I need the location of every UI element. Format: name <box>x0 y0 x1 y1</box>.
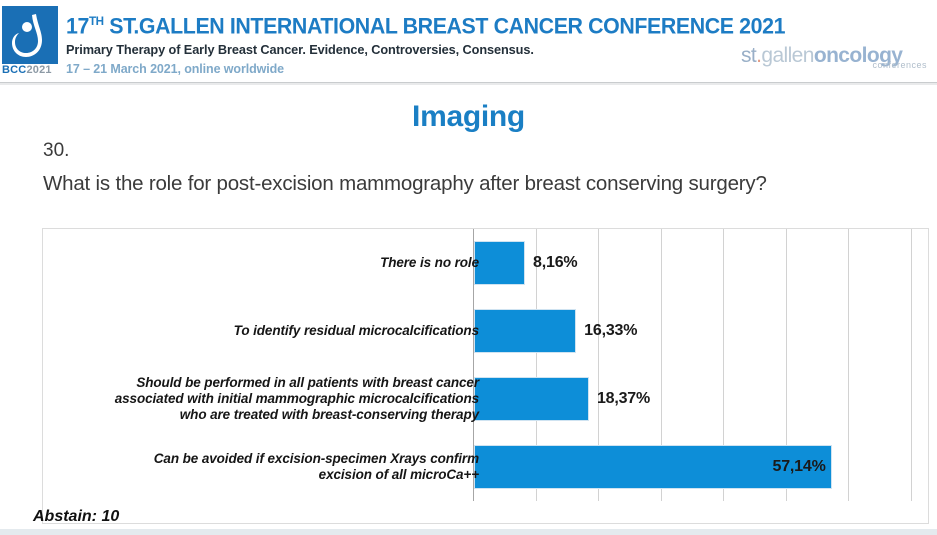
question-text: What is the role for post-excision mammo… <box>43 172 767 195</box>
footer-strip <box>0 529 937 535</box>
bcc-logo-caption-year: 2021 <box>26 64 52 76</box>
chart-category-label-line: Can be avoided if excision-specimen Xray… <box>153 451 479 466</box>
chart-category-label: Should be performed in all patients with… <box>59 375 479 423</box>
bcc-droplet-icon <box>2 6 58 64</box>
bcc-logo-caption: BCC2021 <box>2 64 58 76</box>
chart-bar-value-label: 18,37% <box>596 390 651 407</box>
chart-category-label: To identify residual microcalcifications <box>59 323 479 339</box>
bcc-conference-logo: BCC2021 <box>2 6 58 80</box>
chart-bars: 8,16% 16,33% 18,37% 57,14% <box>473 229 911 501</box>
conference-title-number: 17 <box>66 13 89 39</box>
chart-gridline <box>848 229 850 501</box>
chart-plot-area: 8,16% 16,33% 18,37% 57,14% <box>473 229 912 501</box>
page-title: Imaging <box>412 100 525 133</box>
chart-bar <box>474 445 832 489</box>
chart-y-axis <box>473 229 474 501</box>
conference-subtitle: Primary Therapy of Early Breast Cancer. … <box>66 42 534 58</box>
chart-gridline <box>911 229 912 501</box>
sgo-logo-wordmark: st.gallenoncology <box>741 44 903 68</box>
chart-category-label-line: To identify residual microcalcifications <box>233 323 479 338</box>
chart-gridline <box>785 229 787 501</box>
bcc-logo-caption-bold: BCC <box>2 64 27 76</box>
chart-gridline <box>660 229 662 501</box>
sgo-logo-st: st <box>741 44 757 67</box>
header-title-group: 17TH ST.GALLEN INTERNATIONAL BREAST CANC… <box>66 8 807 77</box>
header-divider <box>0 82 937 85</box>
sgo-logo-oncology: oncology <box>813 44 903 67</box>
chart-bar-row: 18,37% <box>473 377 911 421</box>
chart-bar-row: 57,14% <box>473 445 911 489</box>
sgo-logo-dot: . <box>756 44 762 67</box>
chart-gridline <box>723 229 725 501</box>
chart-category-label-line: associated with initial mammographic mic… <box>114 391 479 406</box>
question-number: 30. <box>43 140 70 161</box>
chart-category-label-line: who are treated with breast-conserving t… <box>179 407 479 422</box>
conference-title-ordinal: TH <box>88 14 104 28</box>
conference-title: 17TH ST.GALLEN INTERNATIONAL BREAST CANC… <box>66 8 785 39</box>
chart-bar <box>474 241 526 285</box>
conference-dates: 17 – 21 March 2021, online worldwide <box>66 62 285 77</box>
chart-gridline <box>535 229 537 501</box>
chart-bar-row: 8,16% <box>473 241 911 285</box>
chart-category-label-line: Should be performed in all patients with… <box>136 375 479 390</box>
sgo-logo-gallen: gallen <box>761 44 814 67</box>
st-gallen-oncology-logo: st.gallenoncology conferences <box>741 44 931 78</box>
chart-category-label: There is no role <box>59 255 479 271</box>
conference-title-rest: ST.GALLEN INTERNATIONAL BREAST CANCER CO… <box>103 13 786 39</box>
chart-bar-value-label: 57,14% <box>772 458 826 475</box>
chart-bar <box>474 377 589 421</box>
chart-category-label-line: There is no role <box>380 255 479 270</box>
chart-bar-value-label: 16,33% <box>584 322 638 339</box>
chart-category-label-line: excision of all microCa++ <box>318 467 479 482</box>
chart-bar-value-label: 8,16% <box>533 254 578 271</box>
chart-gridline <box>598 229 600 501</box>
chart-category-label: Can be avoided if excision-specimen Xray… <box>59 451 479 483</box>
chart-bar <box>474 309 577 353</box>
sgo-logo-conferences: conferences <box>872 60 927 70</box>
poll-results-chart: 8,16% 16,33% 18,37% 57,14% There is no role… <box>42 228 929 524</box>
chart-bar-row: 16,33% <box>473 309 911 353</box>
page-header: BCC2021 17TH ST.GALLEN INTERNATIONAL BRE… <box>0 0 937 85</box>
abstain-count: Abstain: 10 <box>33 508 120 525</box>
